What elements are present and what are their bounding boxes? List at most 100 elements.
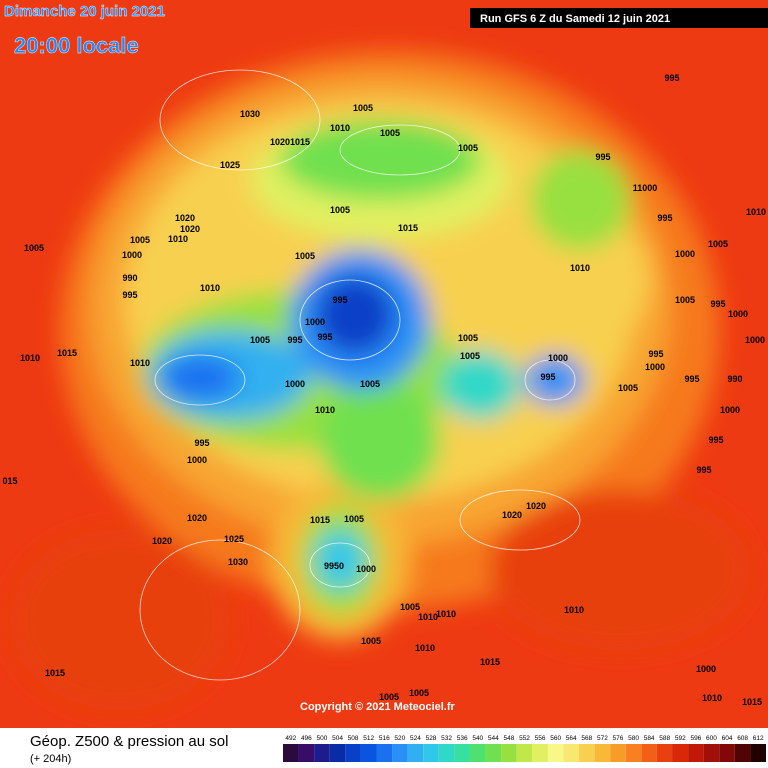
- scale-label: 520: [394, 735, 405, 742]
- isobar-label: 1010: [702, 693, 722, 703]
- isobar-label: 1005: [130, 235, 150, 245]
- isobar-label: 1000: [122, 250, 142, 260]
- local-time: 20:00 locale: [14, 33, 139, 58]
- isobar-label: 1005: [675, 295, 695, 305]
- scale-swatch: [579, 744, 595, 762]
- isobar-label: 9950: [324, 561, 344, 571]
- scale-swatch: [407, 744, 424, 762]
- isobar-label: 1010: [418, 612, 438, 622]
- isobar-label: 995: [332, 295, 347, 305]
- scale-label: 492: [285, 735, 296, 742]
- scale-swatch: [423, 744, 439, 762]
- scale-label: 588: [659, 735, 670, 742]
- isobar-label: 995: [540, 372, 555, 382]
- isobar-label: 1030: [240, 109, 260, 119]
- isobar-label: 995: [595, 152, 610, 162]
- scale-label: 612: [753, 735, 764, 742]
- scale-swatch: [672, 744, 689, 762]
- scale-swatch: [329, 744, 346, 762]
- scale-label: 508: [348, 735, 359, 742]
- isobar-label: 1015: [310, 515, 330, 525]
- scale-swatch: [469, 744, 486, 762]
- scale-swatch: [594, 744, 611, 762]
- isobar-label: 1000: [548, 353, 568, 363]
- scale-label: 544: [488, 735, 499, 742]
- run-box: [470, 8, 768, 28]
- scale-label: 572: [597, 735, 608, 742]
- scale-swatch: [501, 744, 517, 762]
- scale-swatch: [454, 744, 470, 762]
- scale-label: 560: [550, 735, 561, 742]
- scale-label: 504: [332, 735, 343, 742]
- scale-swatch: [641, 744, 657, 762]
- isobar-label: 1015: [480, 657, 500, 667]
- scale-swatch: [485, 744, 502, 762]
- isobar-label: 990: [122, 273, 137, 283]
- isobar-label: 1005: [353, 103, 373, 113]
- isobar-label: 1010: [168, 234, 188, 244]
- scale-label: 548: [503, 735, 514, 742]
- isobar-label: 1010: [315, 405, 335, 415]
- scale-swatch: [376, 744, 393, 762]
- isobar-label: 995: [122, 290, 137, 300]
- isobar-label: 1000: [356, 564, 376, 574]
- isobar-label: 1005: [295, 251, 315, 261]
- isobar-label: 1020: [152, 536, 172, 546]
- scale-swatch: [283, 744, 299, 762]
- isobar-label: 1015: [45, 668, 65, 678]
- isobar-label: 1010: [415, 643, 435, 653]
- scale-label: 600: [706, 735, 717, 742]
- scale-swatch: [688, 744, 704, 762]
- isobar-label: 1005: [618, 383, 638, 393]
- isobar-label: 995: [657, 213, 672, 223]
- scale-label: 556: [535, 735, 546, 742]
- scale-label: 584: [644, 735, 655, 742]
- title: Dimanche 20 juin 2021: [4, 3, 165, 20]
- scale-label: 580: [628, 735, 639, 742]
- isobar-label: 1010: [330, 123, 350, 133]
- isobar-label: 995: [710, 299, 725, 309]
- isobar-label: 1000: [187, 455, 207, 465]
- isobars: [139, 69, 581, 681]
- isobar-label: 1020: [175, 213, 195, 223]
- scale-label: 604: [722, 735, 733, 742]
- isobar-label: 1025: [220, 160, 240, 170]
- isobar-label: 1005: [458, 143, 478, 153]
- isobar-label: 1010: [564, 605, 584, 615]
- scale-label: 500: [317, 735, 328, 742]
- isobar-label: 1020: [502, 510, 522, 520]
- isobar-label: 1005: [360, 379, 380, 389]
- scale-swatch: [656, 744, 673, 762]
- scale-label: 536: [457, 735, 468, 742]
- isobar-label: 1005: [361, 636, 381, 646]
- scale-swatch: [392, 744, 408, 762]
- isobar-label: 995: [287, 335, 302, 345]
- isobar-label: 1020: [526, 501, 546, 511]
- isobar-label: 1000: [285, 379, 305, 389]
- scale-label: 576: [613, 735, 624, 742]
- isobar-label: 1020: [270, 137, 290, 147]
- scale-label: 516: [379, 735, 390, 742]
- isobar-label: 1000: [696, 664, 716, 674]
- scale-label: 496: [301, 735, 312, 742]
- scale-swatch: [516, 744, 533, 762]
- scale-swatch: [547, 744, 564, 762]
- isobar-label: 995: [194, 438, 209, 448]
- scale-swatch: [610, 744, 626, 762]
- scale-label: 512: [363, 735, 374, 742]
- isobar-label: 995: [696, 465, 711, 475]
- isobar-label: 1030: [228, 557, 248, 567]
- isobar-label: 015: [2, 476, 17, 486]
- isobar-label: 1005: [380, 128, 400, 138]
- footer-lead: (+ 204h): [30, 753, 71, 765]
- isobar-label: 1010: [570, 263, 590, 273]
- isobar-label: 1000: [720, 405, 740, 415]
- isobar-label: 1015: [398, 223, 418, 233]
- isobar-label: 990: [727, 374, 742, 384]
- scale-swatch: [345, 744, 361, 762]
- isobar-label: 995: [708, 435, 723, 445]
- isobar-label: 1005: [344, 514, 364, 524]
- isobar-label: 11000: [633, 183, 658, 193]
- isobar-label: 1010: [130, 358, 150, 368]
